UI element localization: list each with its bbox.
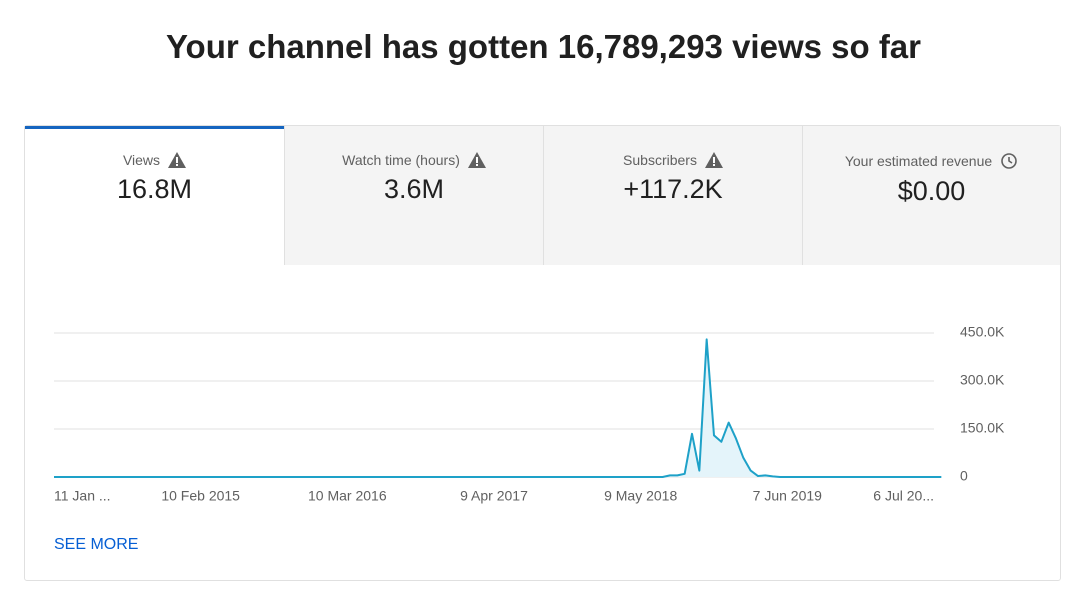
area — [54, 339, 942, 477]
tab-value: 3.6M — [383, 174, 445, 204]
x-tick-label: 10 Feb 2015 — [161, 488, 240, 504]
x-tick-label: 10 Mar 2016 — [308, 488, 387, 504]
analytics-card: Views 16.8M Watch time (hours) 3.6M Subs… — [24, 125, 1061, 581]
tab-value: +117.2K — [623, 174, 723, 204]
warning-icon — [467, 152, 486, 168]
y-tick-label: 450.0K — [960, 324, 1005, 340]
line — [54, 338, 942, 478]
tab-subscribers[interactable]: Subscribers +117.2K — [543, 126, 802, 265]
y-tick-label: 0 — [960, 468, 968, 484]
tab-value: $0.00 — [897, 176, 966, 206]
tab-watch-time[interactable]: Watch time (hours) 3.6M — [284, 126, 543, 265]
x-tick-label: 11 Jan ... — [54, 488, 111, 504]
x-tick-label: 9 May 2018 — [604, 488, 677, 504]
clock-icon — [1001, 153, 1017, 169]
tab-label: Watch time (hours) — [342, 152, 460, 168]
tab-value: 16.8M — [116, 174, 193, 204]
warning-icon — [168, 152, 187, 168]
tab-views[interactable]: Views 16.8M — [25, 126, 284, 265]
see-more-link[interactable]: SEE MORE — [54, 536, 139, 553]
tab-revenue[interactable]: Your estimated revenue $0.00 — [802, 126, 1060, 265]
x-tick-label: 6 Jul 20... — [873, 488, 934, 504]
x-tick-label: 7 Jun 2019 — [753, 488, 822, 504]
page-title: Your channel has gotten 16,789,293 views… — [165, 28, 922, 65]
x-tick-label: 9 Apr 2017 — [460, 488, 528, 504]
tab-label: Your estimated revenue — [844, 153, 993, 169]
y-tick-label: 150.0K — [960, 420, 1005, 436]
tab-label: Subscribers — [623, 152, 697, 168]
warning-icon — [704, 152, 723, 168]
y-tick-label: 300.0K — [960, 372, 1005, 388]
tab-label: Views — [122, 152, 161, 168]
